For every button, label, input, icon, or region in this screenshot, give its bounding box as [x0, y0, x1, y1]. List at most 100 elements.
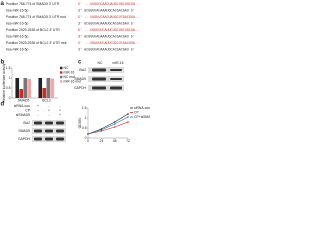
blot-band [92, 68, 106, 72]
row-label: Bcl2 [23, 121, 30, 125]
sequence: 3' GCGGUUAUAAAUGCACGACGAU 5' [78, 34, 135, 39]
y-tick-label: 1.5 [6, 66, 11, 70]
condition-mark: - [37, 113, 38, 117]
y-axis-title: Relative luciferase activity [2, 63, 6, 102]
y-tick-label: 0.5 [6, 86, 11, 90]
bar [27, 79, 32, 98]
sequence: 3' GCGGUUAUAAAUGCACGACGAU 5' [78, 8, 135, 13]
blot-band [56, 137, 64, 141]
x-tick-label: BCL2 [42, 98, 51, 102]
x-tick-label: 48 [113, 139, 117, 143]
sequence-name: Position 2529-2536 of BCL2 3' UTR [6, 28, 60, 32]
sequence-name: Position 768-774 of SMAD5 3' UTR mut [6, 15, 66, 19]
condition-mark: - [48, 104, 49, 108]
bar [42, 88, 47, 98]
sequence-name: Position 2529-2536 of BCL2 3' UTR mut [6, 41, 66, 45]
blot-band [92, 86, 106, 90]
bar [38, 78, 43, 98]
bar [15, 78, 20, 98]
legend-swatch [60, 71, 63, 74]
condition-mark: + [48, 108, 50, 112]
sequence: 3' GCGGUUAUAAAUGCACGACGAU 5' [78, 21, 135, 26]
y-tick-label: 1 [9, 76, 11, 80]
sequence: 5' ...UUGUUCAACUAUGCUGCUGCUA... [78, 2, 141, 7]
blot-band [92, 77, 106, 81]
condition-mark: - [59, 104, 60, 108]
bar [23, 78, 28, 98]
row-label: GAPDH [74, 86, 87, 90]
legend-label: miR-16 [64, 70, 75, 74]
y-tick-label: 0 [9, 96, 11, 100]
legend-label: CP [134, 110, 139, 114]
sequence: 5' ...UGUUUUCAUUCUGCUCGACGUA... [78, 41, 141, 46]
legend-label: CP+siSMAD5 [134, 115, 150, 119]
row-label: Bcl2 [79, 68, 86, 72]
blot-band [110, 78, 122, 80]
legend-label: miR-16 mut [64, 79, 82, 83]
x-tick-label: 0 [87, 139, 89, 143]
blot-band [45, 129, 53, 133]
y-tick-label: 1.5 [82, 106, 87, 110]
condition-mark: + [37, 104, 39, 108]
y-tick-label: 0 [85, 136, 87, 140]
row-label: SMAD5 [18, 129, 30, 133]
point [127, 113, 129, 115]
condition-mark: - [48, 113, 49, 117]
bar [19, 89, 24, 98]
figure: a Position 768-774 of SMAD5 3' UTR 5' ...U… [1, 1, 155, 143]
column-label: NC [98, 61, 103, 65]
line-series [87, 121, 129, 135]
blot-band [34, 137, 42, 141]
point [127, 121, 129, 123]
point [113, 123, 116, 125]
legend-label: NC [64, 66, 69, 70]
sequence: 5' ...UGUUUUCAUUCUGCUGCUGCUA... [78, 28, 141, 33]
blot-band [110, 86, 122, 90]
blot-band [56, 129, 64, 133]
y-axis-title: OD450 [78, 118, 82, 129]
legend-swatch [60, 80, 63, 83]
blot-band [34, 129, 42, 133]
condition-label: siRNA-con [14, 104, 30, 108]
sequence: 3' GCGGUUAUAAAUGCACGACGAU 5' [78, 47, 135, 52]
x-tick-label: 72 [126, 139, 130, 143]
legend-swatch [60, 66, 63, 70]
condition-label: siSMAD5 [16, 113, 30, 117]
legend-label: siRNA-con [134, 106, 150, 110]
condition-mark: - [37, 108, 38, 112]
y-tick-label: 0.5 [82, 126, 87, 130]
sequence-name: hsa-miR-16-5p [6, 8, 29, 12]
legend-label: NC mut [64, 75, 76, 79]
sequence-name: Position 768-774 of SMAD5 3' UTR [6, 2, 60, 6]
line-series [87, 116, 129, 135]
blot-band [45, 121, 53, 125]
panel-label: b [1, 60, 5, 66]
panel-label: d [1, 102, 5, 108]
point [113, 126, 116, 128]
panel-label: c [78, 60, 82, 66]
panel-label: a [1, 1, 5, 7]
sequence: 5' ...UUGUUCAACUAUGCUCGACGUA... [78, 15, 141, 20]
condition-label: CP [25, 108, 30, 112]
sequence-name: hsa-miR-16-5p [6, 47, 29, 51]
point [87, 133, 89, 135]
condition-mark: + [59, 108, 61, 112]
x-tick-label: 24 [99, 139, 103, 143]
sequence-name: hsa-miR-16-5p [6, 34, 29, 38]
y-tick-label: 1 [85, 116, 87, 120]
blot-band [34, 121, 42, 125]
legend-swatch [60, 75, 63, 79]
blot-band [110, 69, 122, 71]
condition-mark: + [59, 113, 61, 117]
point [127, 116, 129, 118]
column-label: miR-16 [113, 61, 124, 65]
row-label: SMAD5 [74, 77, 86, 81]
sequence-name: hsa-miR-16-5p [6, 21, 29, 25]
point [113, 121, 116, 123]
x-tick-label: SMAD5 [18, 98, 30, 102]
line-series [87, 113, 129, 135]
row-label: GAPDH [18, 137, 31, 141]
bar [50, 78, 55, 98]
blot-band [45, 137, 53, 141]
point [100, 129, 103, 131]
